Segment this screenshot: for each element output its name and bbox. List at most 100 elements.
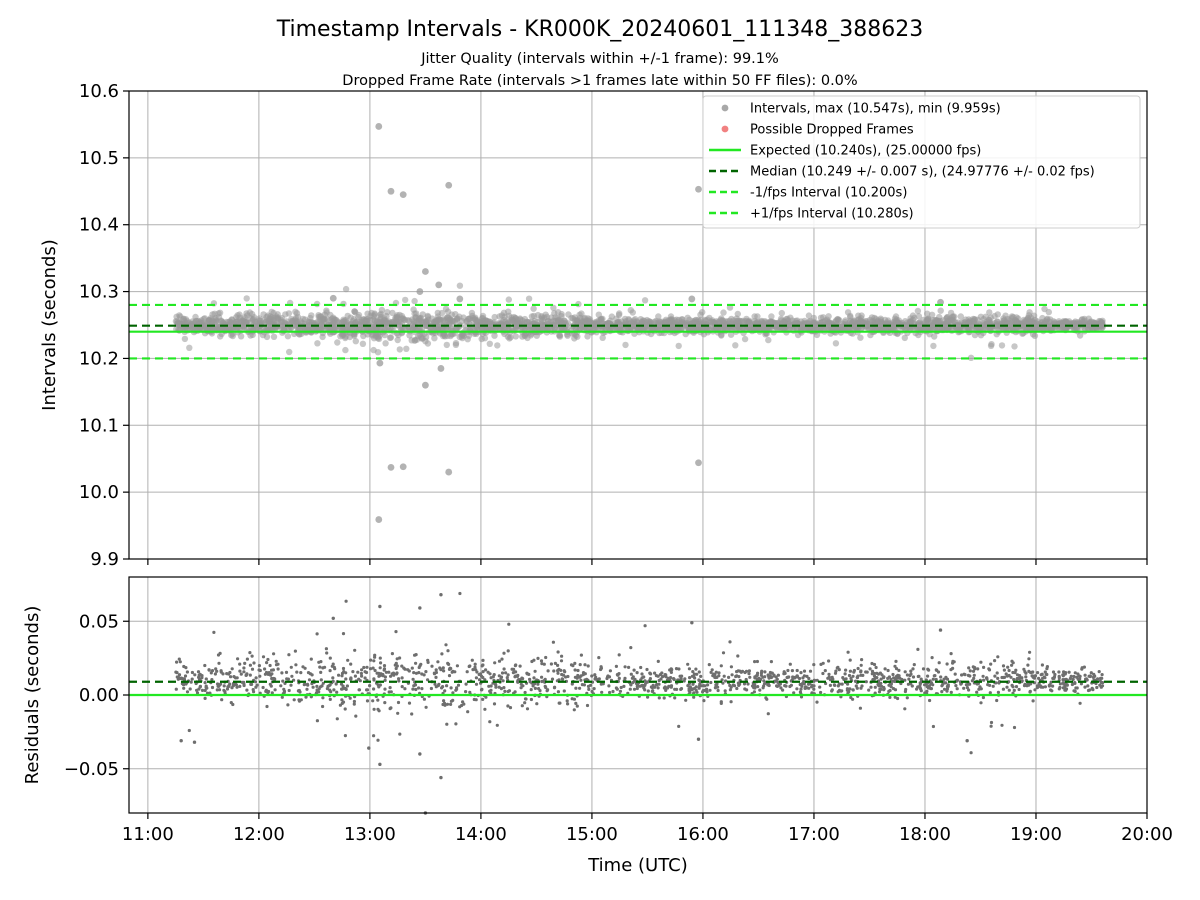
interval-point bbox=[186, 344, 193, 351]
residual-point bbox=[203, 663, 207, 668]
interval-point bbox=[479, 312, 487, 320]
residual-point bbox=[753, 660, 757, 664]
interval-point bbox=[632, 316, 639, 323]
interval-point bbox=[334, 339, 341, 346]
residual-point bbox=[1000, 675, 1004, 680]
residual-point bbox=[658, 673, 663, 677]
residual-point bbox=[446, 649, 450, 653]
residual-point bbox=[499, 687, 503, 691]
legend-label-1: Possible Dropped Frames bbox=[750, 123, 914, 138]
residual-point bbox=[185, 670, 189, 674]
residual-point bbox=[597, 656, 601, 660]
residual-point bbox=[356, 670, 360, 674]
residual-point bbox=[1090, 686, 1094, 691]
residual-point bbox=[971, 669, 976, 673]
residual-point bbox=[279, 684, 283, 688]
residual-point bbox=[915, 687, 919, 691]
chart-subtitle-dropped: Dropped Frame Rate (intervals >1 frames … bbox=[342, 73, 857, 89]
interval-point bbox=[937, 307, 944, 314]
residual-point bbox=[560, 654, 564, 658]
residual-point bbox=[760, 669, 764, 673]
residual-point bbox=[1037, 676, 1041, 681]
residual-point bbox=[383, 678, 387, 683]
residual-point bbox=[238, 669, 242, 673]
residual-point bbox=[909, 669, 913, 673]
residual-point bbox=[410, 666, 414, 670]
residual-point bbox=[968, 669, 972, 673]
interval-point bbox=[367, 312, 374, 319]
interval-point bbox=[433, 318, 440, 325]
residual-point bbox=[758, 688, 762, 692]
interval-point bbox=[399, 315, 407, 322]
interval-point bbox=[584, 333, 591, 340]
residual-point bbox=[576, 668, 580, 673]
residual-point bbox=[483, 678, 487, 682]
residual-point bbox=[519, 682, 523, 686]
residual-point bbox=[788, 662, 792, 666]
residual-point bbox=[481, 658, 485, 663]
interval-point bbox=[286, 348, 293, 356]
residual-point bbox=[657, 678, 661, 683]
residual-point bbox=[716, 685, 720, 689]
residual-point bbox=[892, 676, 896, 680]
residual-point bbox=[586, 664, 590, 668]
residual-point bbox=[349, 677, 353, 681]
residual-point bbox=[284, 670, 289, 675]
interval-outlier-2 bbox=[399, 191, 407, 199]
residual-point bbox=[686, 662, 690, 666]
residual-point bbox=[707, 663, 711, 667]
interval-outlier-3 bbox=[445, 181, 453, 189]
residual-point bbox=[611, 689, 615, 694]
intervals-ytick-label-0: 9.9 bbox=[90, 549, 119, 570]
residual-point bbox=[982, 665, 986, 670]
residual-point bbox=[276, 667, 280, 671]
residual-point bbox=[723, 689, 727, 693]
residual-point bbox=[238, 684, 242, 689]
residual-point bbox=[274, 659, 278, 663]
residual-point bbox=[945, 684, 950, 689]
residual-point bbox=[831, 677, 835, 681]
interval-point bbox=[639, 317, 647, 324]
intervals-y-ticks: 9.910.010.110.210.310.410.510.6 bbox=[79, 81, 129, 570]
interval-point bbox=[1044, 315, 1051, 322]
residual-point bbox=[880, 673, 884, 677]
residual-point bbox=[954, 684, 958, 688]
residual-point bbox=[368, 667, 373, 671]
residual-point bbox=[363, 670, 367, 674]
residual-point bbox=[235, 685, 239, 689]
residual-point bbox=[927, 668, 931, 672]
residual-point bbox=[976, 667, 980, 671]
interval-point bbox=[374, 349, 382, 356]
residual-point bbox=[690, 674, 695, 678]
residual-point bbox=[343, 686, 347, 691]
residual-point bbox=[454, 688, 458, 692]
residual-point bbox=[1049, 680, 1053, 684]
residual-point bbox=[468, 690, 472, 695]
interval-point bbox=[558, 310, 565, 318]
residual-point bbox=[1078, 701, 1082, 705]
residual-point bbox=[1033, 688, 1037, 692]
residual-point bbox=[1010, 663, 1014, 667]
residual-point bbox=[699, 674, 703, 679]
residual-point bbox=[289, 683, 293, 687]
residual-point bbox=[921, 667, 926, 671]
residual-point bbox=[945, 662, 949, 666]
residual-point bbox=[265, 661, 269, 665]
residual-point bbox=[447, 667, 452, 672]
residual-point bbox=[368, 684, 372, 688]
residual-point bbox=[1088, 688, 1092, 692]
interval-point bbox=[735, 317, 742, 324]
residual-point bbox=[272, 652, 276, 656]
residual-point bbox=[544, 655, 548, 660]
residual-point bbox=[629, 672, 633, 676]
residual-point bbox=[455, 664, 459, 668]
residual-point bbox=[879, 681, 883, 686]
residual-point bbox=[1017, 687, 1021, 692]
residual-point bbox=[1062, 670, 1066, 674]
residual-point bbox=[579, 678, 583, 682]
legend-box bbox=[702, 95, 1141, 229]
interval-point bbox=[384, 309, 391, 316]
residual-point bbox=[444, 643, 448, 647]
interval-outlier-17 bbox=[456, 295, 464, 303]
residual-point bbox=[488, 689, 492, 693]
